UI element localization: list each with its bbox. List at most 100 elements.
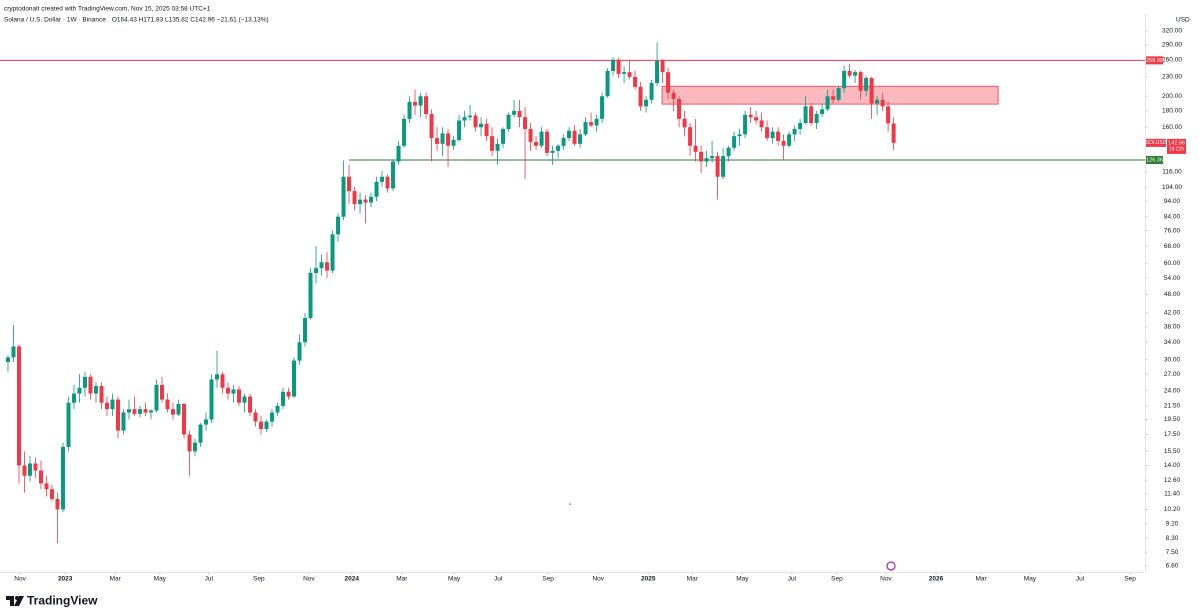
candle-body [693,145,698,152]
candle-body [126,409,131,413]
replay-icon[interactable] [886,561,896,571]
candle-body [770,131,775,139]
candle-body [556,145,561,151]
y-tick-label: 200.00 [1162,93,1182,100]
candle-body [143,409,148,413]
x-tick-label: Jul [788,576,797,583]
candle-body [589,122,594,126]
candle-body [869,78,874,104]
candle-body [396,145,401,162]
candle-body [737,134,742,137]
y-tick-label: 24.00 [1164,387,1181,394]
candle-body [198,424,203,443]
y-tick-label: 84.00 [1164,213,1181,220]
y-tick-label: 94.00 [1164,198,1181,205]
y-tick-label: 38.00 [1164,324,1181,331]
candle-body [347,176,352,192]
y-tick-label: 30.00 [1164,356,1181,363]
candle-body [352,191,357,205]
y-tick-label: 21.50 [1164,403,1181,410]
plot [0,42,1145,544]
candle-body [572,130,577,144]
candle-body [82,376,87,388]
currency: USD [1176,17,1190,24]
candle-body [545,131,550,153]
y-tick-label: 14.00 [1164,462,1181,469]
y-tick-label: 34.00 [1164,339,1181,346]
candle-body [754,117,759,121]
candle-body [137,409,142,414]
candle-body [743,114,748,135]
candle-body [671,92,676,100]
candle-body [495,143,500,151]
x-tick-label: Mar [975,576,987,583]
level-price-tag [1146,56,1163,65]
symbol-label: SOLUSD [1146,140,1167,146]
chart-title: Solana / U.S. Dollar · 1W · Binance [4,17,106,24]
candle-body [176,403,181,415]
candle-body [787,134,792,146]
candle-body [418,96,423,106]
last-price-label: 142.96 [1168,140,1185,146]
x-tick-label: May [448,576,461,583]
candle-body [38,470,43,484]
x-tick-label: May [736,576,749,583]
candle-body [292,360,297,397]
symbol-tag [1146,138,1166,147]
candle-body [44,483,49,490]
x-tick-label: Jul [205,576,214,583]
x-tick-label: May [1024,576,1037,583]
candle-body [336,216,341,235]
candle-body [242,396,247,403]
y-tick-label: 290.00 [1162,41,1182,48]
x-tick-label: 2026 [929,576,944,583]
candle-body [159,384,164,400]
candle-body [407,101,412,119]
candle-body [424,96,429,115]
candle-body [209,379,214,420]
candle-body [638,86,643,107]
candle-body [325,262,330,271]
candle-body [270,412,275,422]
candle-body [193,442,198,452]
ohlc-legend: O164.43 H171.83 L135.82 C142.96 −21.61 (… [112,17,269,24]
candle-body [5,357,10,362]
candle-body [226,387,231,394]
candle-body [308,272,313,318]
candle-body [237,389,242,403]
candle-body [781,140,786,146]
y-tick-label: 180.00 [1162,108,1182,115]
candle-body [616,59,621,74]
candle-body [363,199,368,203]
candle-body [583,122,588,135]
candle-body [611,59,616,71]
candle-body [16,346,21,466]
candle-body [440,133,445,144]
candle-body [187,434,192,452]
y-tick-label: 11.40 [1164,491,1180,498]
candle-body [699,151,704,162]
candle-body [836,88,841,100]
candle-body [539,131,544,146]
y-tick-label: 68.00 [1164,243,1181,250]
x-tick-label: Jul [494,576,503,583]
candle-body [435,138,440,144]
candle-body [231,389,236,394]
x-tick-label: 2025 [641,576,656,583]
candle-body [506,114,511,129]
candle-body [666,72,671,93]
y-tick-label: 27.00 [1164,371,1181,378]
x-tick-label: Sep [542,576,554,583]
candle-body [858,72,863,91]
y-tick-label: 104.00 [1162,184,1182,191]
candle-body [886,106,891,124]
candle-body [110,399,115,410]
candle-body [171,409,176,415]
candle-body [627,72,632,77]
x-tick-label: Sep [831,576,843,583]
last-price-tag [1167,138,1186,154]
x-tick-label: 2024 [345,576,360,583]
logo-mark [14,596,24,606]
candle-body [880,99,885,107]
